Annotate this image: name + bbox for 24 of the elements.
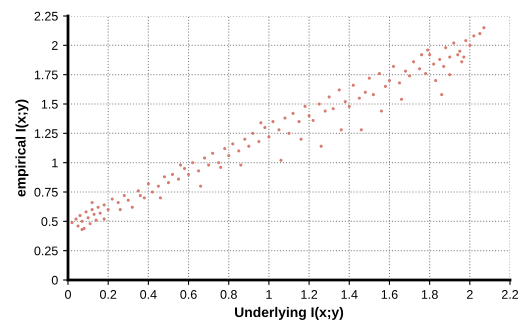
x-tick-label: 0.4 [140, 290, 157, 299]
x-tick-label: 1.6 [382, 290, 398, 299]
y-tick-label: 1.5 [42, 100, 58, 109]
x-tick-label: 0 [65, 290, 71, 299]
x-tick-label: 0.8 [220, 290, 237, 299]
y-tick-label: 2.25 [34, 12, 58, 21]
x-tick-label: 0.6 [180, 290, 197, 299]
y-tick-label: 1 [52, 158, 58, 168]
y-axis-title: empirical I(x;y) [15, 100, 28, 196]
y-tick-label: 0.25 [34, 246, 58, 256]
x-tick-label: 1.4 [342, 290, 358, 299]
y-tick-label: 0 [52, 276, 58, 285]
x-tick-label: 0.2 [100, 290, 116, 299]
y-tick-label: 0.75 [34, 188, 58, 197]
x-tick-label: 1 [266, 290, 272, 299]
y-tick-label: 1.75 [34, 70, 58, 80]
x-axis-title: Underlying I(x;y) [235, 306, 344, 320]
y-tick-label: 2 [52, 41, 58, 50]
y-tick-label: 0.5 [41, 217, 58, 226]
x-tick-label: 1.2 [301, 290, 318, 299]
x-tick-label: 2 [466, 290, 473, 299]
x-tick-label: 1.8 [422, 290, 438, 299]
y-tick-label: 1.25 [34, 129, 58, 138]
x-tick-label: 2.2 [502, 290, 518, 299]
